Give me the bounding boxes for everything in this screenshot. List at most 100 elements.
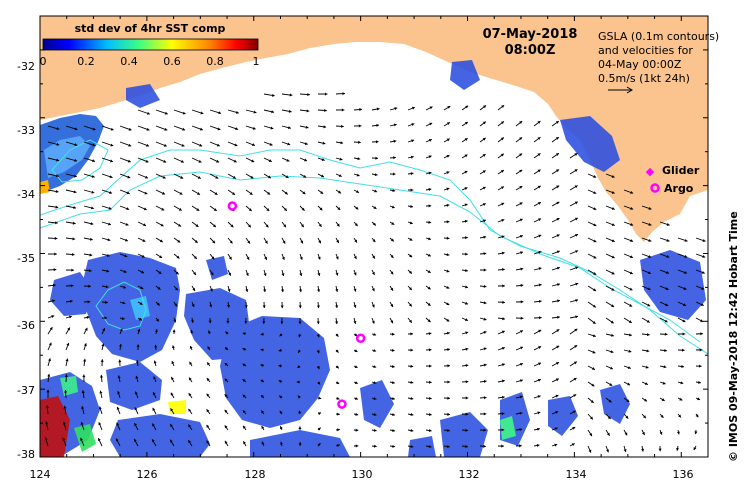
velocity-arrow — [297, 349, 301, 354]
velocity-arrow — [317, 269, 321, 276]
velocity-arrow — [425, 428, 432, 433]
velocity-arrow — [443, 122, 451, 127]
velocity-arrow — [227, 221, 234, 228]
velocity-arrow — [551, 443, 558, 447]
velocity-arrow — [569, 377, 577, 383]
velocity-arrow — [317, 189, 324, 195]
velocity-arrow — [605, 205, 615, 210]
velocity-arrow — [137, 125, 150, 131]
velocity-arrow — [191, 285, 196, 292]
velocity-arrow — [119, 237, 129, 242]
velocity-arrow — [335, 173, 342, 177]
velocity-arrow — [497, 169, 505, 175]
velocity-arrow — [155, 221, 164, 227]
velocity-arrow — [497, 235, 505, 239]
velocity-arrow — [170, 408, 175, 415]
velocity-arrow — [297, 365, 301, 369]
velocity-arrow — [425, 138, 433, 143]
velocity-arrow — [281, 189, 289, 195]
velocity-arrow — [65, 189, 77, 194]
velocity-arrow — [353, 237, 358, 243]
velocity-arrow — [173, 109, 186, 115]
velocity-arrow — [641, 253, 652, 258]
velocity-arrow — [224, 425, 229, 431]
velocity-arrow — [407, 285, 413, 291]
velocity-arrow — [587, 173, 597, 178]
velocity-arrow — [153, 360, 157, 367]
velocity-arrow — [587, 301, 597, 308]
velocity-arrow — [497, 395, 505, 399]
lat-tick-label: -36 — [17, 319, 35, 332]
velocity-arrow — [443, 364, 451, 368]
velocity-arrow — [191, 141, 203, 147]
velocity-arrow — [497, 153, 505, 159]
velocity-arrow — [317, 92, 328, 96]
velocity-arrow — [191, 109, 204, 115]
velocity-arrow — [47, 283, 56, 287]
velocity-arrow — [245, 141, 256, 147]
velocity-arrow — [45, 405, 49, 415]
velocity-arrow — [425, 380, 432, 384]
velocity-arrow — [353, 253, 357, 260]
velocity-arrow — [533, 362, 542, 367]
velocity-arrow — [188, 377, 193, 383]
velocity-arrow — [533, 411, 541, 415]
velocity-arrow — [425, 348, 432, 352]
velocity-arrow — [242, 409, 247, 415]
velocity-arrow — [515, 316, 524, 320]
velocity-arrow — [137, 109, 151, 115]
velocity-arrow — [569, 233, 579, 239]
velocity-arrow — [299, 253, 303, 260]
velocity-arrow — [278, 348, 283, 352]
velocity-arrow — [209, 173, 219, 179]
velocity-arrow — [389, 413, 396, 417]
velocity-arrow — [677, 381, 684, 385]
velocity-arrow — [461, 412, 469, 416]
velocity-arrow — [389, 381, 395, 385]
velocity-arrow — [101, 300, 108, 304]
velocity-arrow — [515, 428, 523, 432]
velocity-arrow — [209, 109, 222, 115]
velocity-arrow — [695, 413, 699, 418]
velocity-arrow — [353, 349, 358, 353]
velocity-arrow — [551, 283, 561, 287]
velocity-arrow — [101, 221, 112, 226]
velocity-arrow — [83, 157, 96, 163]
velocity-arrow — [137, 328, 141, 335]
velocity-arrow — [587, 397, 594, 404]
velocity-arrow — [137, 269, 145, 274]
velocity-arrow — [173, 317, 177, 323]
lon-tick-label: 128 — [245, 468, 266, 481]
velocity-arrow — [154, 344, 158, 351]
velocity-arrow — [245, 189, 253, 196]
velocity-arrow — [443, 171, 450, 175]
velocity-arrow — [83, 269, 92, 273]
velocity-arrow — [353, 317, 357, 325]
lat-tick-label: -34 — [17, 188, 35, 201]
velocity-arrow — [119, 269, 127, 273]
velocity-arrow — [623, 349, 632, 353]
velocity-arrow — [569, 168, 578, 175]
velocity-arrow — [191, 237, 198, 244]
velocity-arrow — [224, 409, 229, 415]
velocity-arrow — [317, 205, 323, 211]
velocity-arrow — [65, 358, 69, 367]
velocity-arrow — [262, 301, 266, 309]
lat-tick-label: -35 — [17, 252, 35, 265]
velocity-arrow — [153, 376, 157, 383]
velocity-arrow — [551, 217, 560, 223]
sst-patch — [44, 136, 90, 178]
velocity-arrow — [97, 437, 103, 447]
velocity-arrow — [461, 301, 469, 305]
velocity-arrow — [261, 441, 265, 447]
velocity-arrow — [425, 444, 432, 449]
velocity-arrow — [641, 413, 647, 419]
velocity-arrow — [170, 376, 175, 383]
velocity-arrow — [515, 379, 523, 383]
velocity-arrow — [118, 359, 122, 367]
velocity-arrow — [677, 332, 686, 336]
velocity-arrow — [497, 219, 505, 223]
velocity-arrow — [173, 157, 185, 163]
velocity-arrow — [353, 285, 357, 292]
lat-tick-label: -38 — [17, 448, 35, 461]
